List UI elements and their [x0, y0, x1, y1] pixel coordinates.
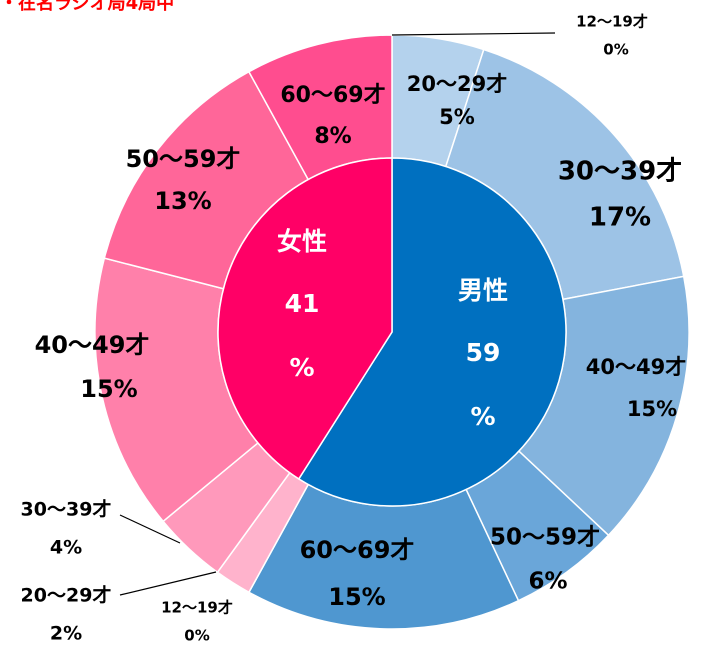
segment-name: 12～19才 [576, 13, 648, 31]
inner-value: 59% [466, 338, 501, 431]
segment-value: 15% [328, 583, 385, 611]
segment-name: 40～49才 [586, 355, 686, 379]
chart-title: ・在名ラジオ局4局中 [0, 0, 174, 14]
segment-value: 15% [627, 397, 677, 421]
segment-name: 50～59才 [126, 145, 241, 173]
segment-name: 20～29才 [407, 72, 507, 96]
segment-value: 15% [80, 375, 137, 403]
segment-name: 40～49才 [35, 331, 150, 359]
segment-name: 30～39才 [21, 498, 112, 521]
leader-line [119, 514, 181, 544]
leader-line [391, 32, 556, 36]
segment-value: 6% [528, 569, 567, 595]
segment-value: 0% [184, 627, 209, 645]
inner-name: 男性 [458, 276, 508, 305]
leader-line [119, 571, 217, 596]
segment-value: 8% [314, 124, 351, 149]
inner-value: 41% [285, 289, 320, 382]
wedge [297, 157, 567, 507]
inner-name: 女性 [277, 227, 327, 256]
segment-name: 30～39才 [558, 157, 682, 187]
segment-name: 20～29才 [21, 584, 112, 607]
segment-value: 4% [50, 537, 82, 559]
segment-name: 12～19才 [161, 599, 233, 617]
segment-name: 60～69才 [300, 536, 415, 564]
segment-value: 17% [589, 203, 651, 233]
segment-name: 60～69才 [280, 82, 385, 108]
segment-name: 50～59才 [490, 525, 600, 551]
segment-value: 2% [50, 623, 82, 645]
segment-value: 0% [603, 41, 628, 59]
wedge [217, 157, 393, 480]
segment-value: 13% [154, 187, 211, 215]
segment-value: 5% [439, 105, 475, 129]
